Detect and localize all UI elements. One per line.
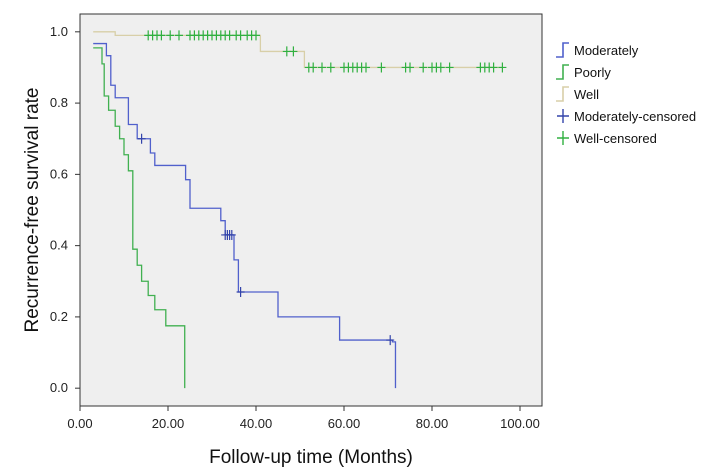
legend-label-moderately-censored: Moderately-censored (574, 109, 696, 124)
censor-mark-well (436, 62, 445, 73)
legend-swatch-well (556, 86, 569, 102)
censor-mark-well (318, 62, 326, 73)
series-poorly-line (93, 47, 186, 389)
x-tick-label: 40.00 (240, 416, 273, 431)
y-tick-label: 0.8 (50, 95, 68, 110)
y-tick-label: 0.0 (50, 380, 68, 395)
y-tick-label: 0.4 (50, 238, 68, 253)
censor-mark-moderately (236, 286, 245, 297)
censor-mark-well (252, 30, 260, 41)
legend-swatch-poorly (556, 64, 569, 80)
x-axis: 0.00 20.00 40.00 60.00 80.00 100.00 (67, 406, 540, 431)
y-tick-label: 0.6 (50, 166, 68, 181)
legend: Moderately Poorly Well Moderately-censored W… (556, 42, 696, 146)
legend-swatch-moderately (556, 42, 569, 58)
censor-mark-well (175, 30, 183, 41)
legend-label-well: Well (574, 87, 599, 102)
censor-mark-well (498, 62, 507, 73)
series-moderately-line (93, 42, 397, 389)
censor-mark-moderately (137, 133, 146, 144)
x-axis-title: Follow-up time (Months) (209, 447, 413, 468)
x-tick-label: 0.00 (67, 416, 92, 431)
censor-mark-well (309, 62, 318, 73)
censor-mark-well (445, 62, 454, 73)
series-group (93, 31, 503, 389)
legend-swatch-well-censored (557, 131, 569, 145)
x-tick-label: 20.00 (152, 416, 185, 431)
y-tick-label: 0.2 (50, 309, 68, 324)
censor-mark-well (289, 46, 298, 57)
censor-marks (137, 30, 507, 346)
censor-mark-well (326, 62, 335, 73)
censor-mark-moderately (227, 229, 236, 240)
censor-mark-well (419, 62, 428, 73)
y-axis-title: Recurrence-free survival rate (22, 88, 43, 333)
legend-label-well-censored: Well-censored (574, 131, 657, 146)
censor-mark-well (157, 30, 166, 41)
censor-mark-moderately (386, 335, 395, 346)
censor-mark-well (489, 62, 498, 73)
censor-mark-well (362, 62, 370, 73)
censor-mark-well (377, 62, 386, 73)
x-tick-label: 100.00 (500, 416, 540, 431)
y-axis: 0.0 0.2 0.4 0.6 0.8 1.0 (50, 24, 80, 395)
legend-label-moderately: Moderately (574, 43, 639, 58)
x-tick-label: 60.00 (328, 416, 361, 431)
censor-mark-well (406, 62, 414, 73)
x-tick-label: 80.00 (416, 416, 449, 431)
legend-swatch-moderately-censored (557, 109, 569, 123)
series-well-line (93, 31, 503, 69)
y-tick-label: 1.0 (50, 24, 68, 39)
plot-area (79, 13, 543, 407)
censor-mark-well (166, 30, 175, 41)
legend-label-poorly: Poorly (574, 65, 611, 80)
